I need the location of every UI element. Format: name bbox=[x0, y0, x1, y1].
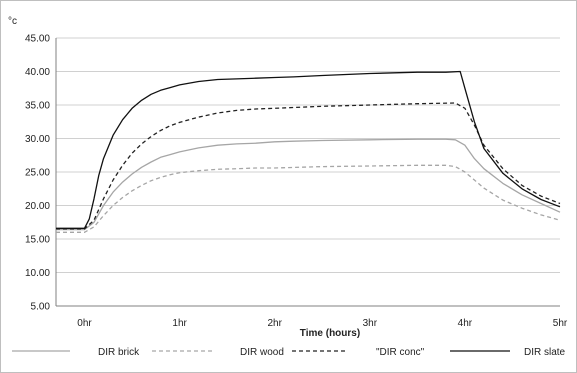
y-tick-label: 20.00 bbox=[25, 201, 50, 212]
x-axis-label: Time (hours) bbox=[300, 328, 360, 339]
y-tick-label: 25.00 bbox=[25, 168, 50, 179]
x-tick-label: 5hr bbox=[553, 318, 568, 329]
x-tick-label: 0hr bbox=[77, 318, 92, 329]
x-tick-label: 1hr bbox=[172, 318, 187, 329]
y-tick-label: 35.00 bbox=[25, 101, 50, 112]
series-line-4 bbox=[56, 70, 561, 229]
legend-label-2: DIR wood bbox=[240, 347, 284, 358]
y-tick-label: 45.00 bbox=[25, 34, 50, 45]
legend-label-3: "DIR conc" bbox=[376, 347, 425, 358]
x-tick-label: 4hr bbox=[458, 318, 473, 329]
x-tick-label: 2hr bbox=[267, 318, 282, 329]
legend-label-4: DIR slate bbox=[524, 347, 566, 358]
y-tick-label: 30.00 bbox=[25, 134, 50, 145]
legend-label-1: DIR brick bbox=[98, 347, 140, 358]
gridlines bbox=[56, 37, 560, 273]
series-lines bbox=[56, 70, 561, 233]
y-tick-label: 5.00 bbox=[31, 302, 51, 313]
unit-label: °c bbox=[8, 16, 17, 27]
y-tick-label: 10.00 bbox=[25, 268, 50, 279]
y-tick-label: 15.00 bbox=[25, 235, 50, 246]
y-axis-ticks: 5.00 10.00 15.00 20.00 25.00 30.00 35.00 40.00 4… bbox=[25, 34, 50, 313]
y-tick-label: 40.00 bbox=[25, 67, 50, 78]
x-axis-ticks: 0hr 1hr 2hr 3hr 4hr 5hr bbox=[77, 318, 568, 329]
x-tick-label: 3hr bbox=[363, 318, 378, 329]
series-line-1 bbox=[56, 138, 561, 231]
series-line-3 bbox=[56, 102, 561, 230]
legend: DIR brick DIR wood "DIR conc" DIR slate bbox=[12, 347, 566, 358]
